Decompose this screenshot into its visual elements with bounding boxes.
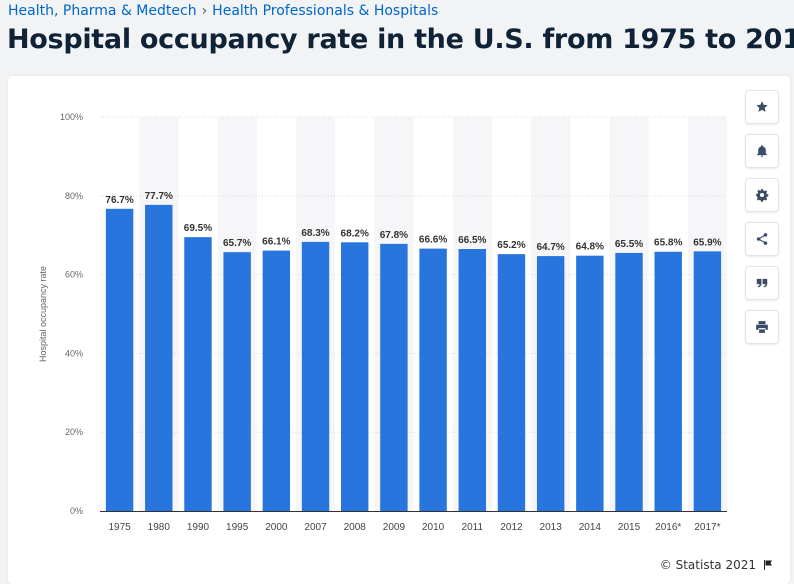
bar-chart: 0% 20% 40% 60% 80% 100% Hospital occupancy ra… bbox=[38, 112, 727, 533]
notification-button[interactable] bbox=[745, 134, 779, 168]
bar-2015[interactable] bbox=[615, 252, 643, 511]
x-tick-label: 2007 bbox=[304, 522, 327, 533]
data-label: 64.8% bbox=[576, 242, 604, 253]
bar-1975[interactable] bbox=[105, 208, 134, 511]
chart-card: 0% 20% 40% 60% 80% 100% Hospital occupancy ra… bbox=[8, 76, 790, 584]
x-tick-label: 2017* bbox=[694, 522, 720, 533]
bar-1980[interactable] bbox=[145, 204, 173, 511]
x-tick-label: 1990 bbox=[187, 522, 210, 533]
copyright-link[interactable]: © Statista 2021 bbox=[659, 558, 756, 572]
share-icon bbox=[756, 233, 768, 245]
x-tick-label: 2015 bbox=[618, 522, 641, 533]
bar-2008[interactable] bbox=[341, 242, 369, 512]
bar-2009[interactable] bbox=[380, 243, 408, 512]
bar-2013[interactable] bbox=[536, 256, 565, 511]
data-label: 65.7% bbox=[223, 238, 251, 249]
gear-icon bbox=[756, 189, 769, 202]
bar-2007[interactable] bbox=[301, 241, 330, 511]
page-title: Hospital occupancy rate in the U.S. from… bbox=[7, 24, 794, 55]
breadcrumb-separator: › bbox=[201, 3, 208, 19]
bar-2012[interactable] bbox=[497, 254, 526, 511]
data-label: 68.2% bbox=[341, 228, 369, 239]
data-label: 65.5% bbox=[615, 239, 643, 250]
settings-button[interactable] bbox=[745, 178, 779, 212]
x-tick-label: 1980 bbox=[148, 522, 171, 533]
x-tick-label: 1995 bbox=[226, 522, 249, 533]
chart-footer: © Statista 2021 bbox=[660, 558, 774, 572]
y-tick-label: 80% bbox=[65, 191, 83, 201]
print-icon bbox=[756, 321, 768, 333]
data-label: 76.7% bbox=[105, 195, 133, 206]
bar-1995[interactable] bbox=[223, 252, 251, 511]
data-label: 65.8% bbox=[654, 238, 682, 249]
y-axis-ticks: 0% 20% 40% 60% 80% 100% bbox=[60, 112, 83, 516]
y-tick-label: 0% bbox=[70, 506, 83, 516]
bar-1990[interactable] bbox=[184, 237, 212, 512]
x-tick-label: 2012 bbox=[500, 522, 523, 533]
data-label: 66.6% bbox=[419, 235, 447, 246]
data-label: 69.5% bbox=[184, 223, 212, 234]
x-tick-label: 2010 bbox=[422, 522, 445, 533]
bar-2011[interactable] bbox=[458, 248, 486, 512]
bar-2010[interactable] bbox=[419, 248, 447, 511]
quote-icon bbox=[756, 278, 768, 288]
x-axis-ticks: 1975 1980 1990 1995 2000 2007 2008 2009 2010 2011… bbox=[108, 522, 720, 533]
y-tick-label: 20% bbox=[65, 427, 83, 437]
y-axis-label: Hospital occupancy rate bbox=[38, 266, 48, 362]
share-button[interactable] bbox=[745, 222, 779, 256]
x-tick-label: 1975 bbox=[108, 522, 131, 533]
x-tick-label: 2000 bbox=[265, 522, 288, 533]
data-label: 66.5% bbox=[458, 235, 486, 246]
data-label: 66.1% bbox=[262, 237, 290, 248]
x-tick-label: 2016* bbox=[655, 522, 681, 533]
bar-2000[interactable] bbox=[262, 250, 291, 512]
chart-toolbar bbox=[745, 90, 779, 354]
breadcrumb: Health, Pharma & Medtech › Health Professi… bbox=[8, 3, 438, 19]
bar-2016[interactable] bbox=[654, 251, 682, 512]
data-label: 67.8% bbox=[380, 230, 408, 241]
chart-bars bbox=[105, 204, 722, 512]
bar-2014[interactable] bbox=[576, 255, 604, 511]
bar-2017[interactable] bbox=[693, 251, 722, 511]
x-tick-label: 2013 bbox=[540, 522, 563, 533]
data-label: 77.7% bbox=[145, 191, 173, 202]
cite-button[interactable] bbox=[745, 266, 779, 300]
star-icon bbox=[756, 101, 768, 112]
data-label: 64.7% bbox=[536, 242, 564, 253]
breadcrumb-link-health-pharma-medtech[interactable]: Health, Pharma & Medtech bbox=[8, 3, 197, 19]
x-tick-label: 2008 bbox=[344, 522, 367, 533]
bell-icon bbox=[757, 145, 767, 157]
flag-icon[interactable] bbox=[762, 559, 774, 571]
y-tick-label: 100% bbox=[60, 112, 83, 122]
breadcrumb-link-health-professionals-hospitals[interactable]: Health Professionals & Hospitals bbox=[212, 3, 439, 19]
x-tick-label: 2014 bbox=[579, 522, 602, 533]
data-label: 65.2% bbox=[497, 240, 525, 251]
data-labels: 76.7% 77.7% 69.5% 65.7% 66.1% 68.3% 68.2% 67.8%… bbox=[105, 191, 721, 253]
x-tick-label: 2011 bbox=[462, 522, 484, 533]
y-tick-label: 60% bbox=[65, 270, 83, 280]
data-label: 68.3% bbox=[301, 228, 329, 239]
print-button[interactable] bbox=[745, 310, 779, 344]
favorite-button[interactable] bbox=[745, 90, 779, 124]
y-tick-label: 40% bbox=[65, 348, 83, 358]
x-tick-label: 2009 bbox=[383, 522, 406, 533]
data-label: 65.9% bbox=[693, 237, 721, 248]
